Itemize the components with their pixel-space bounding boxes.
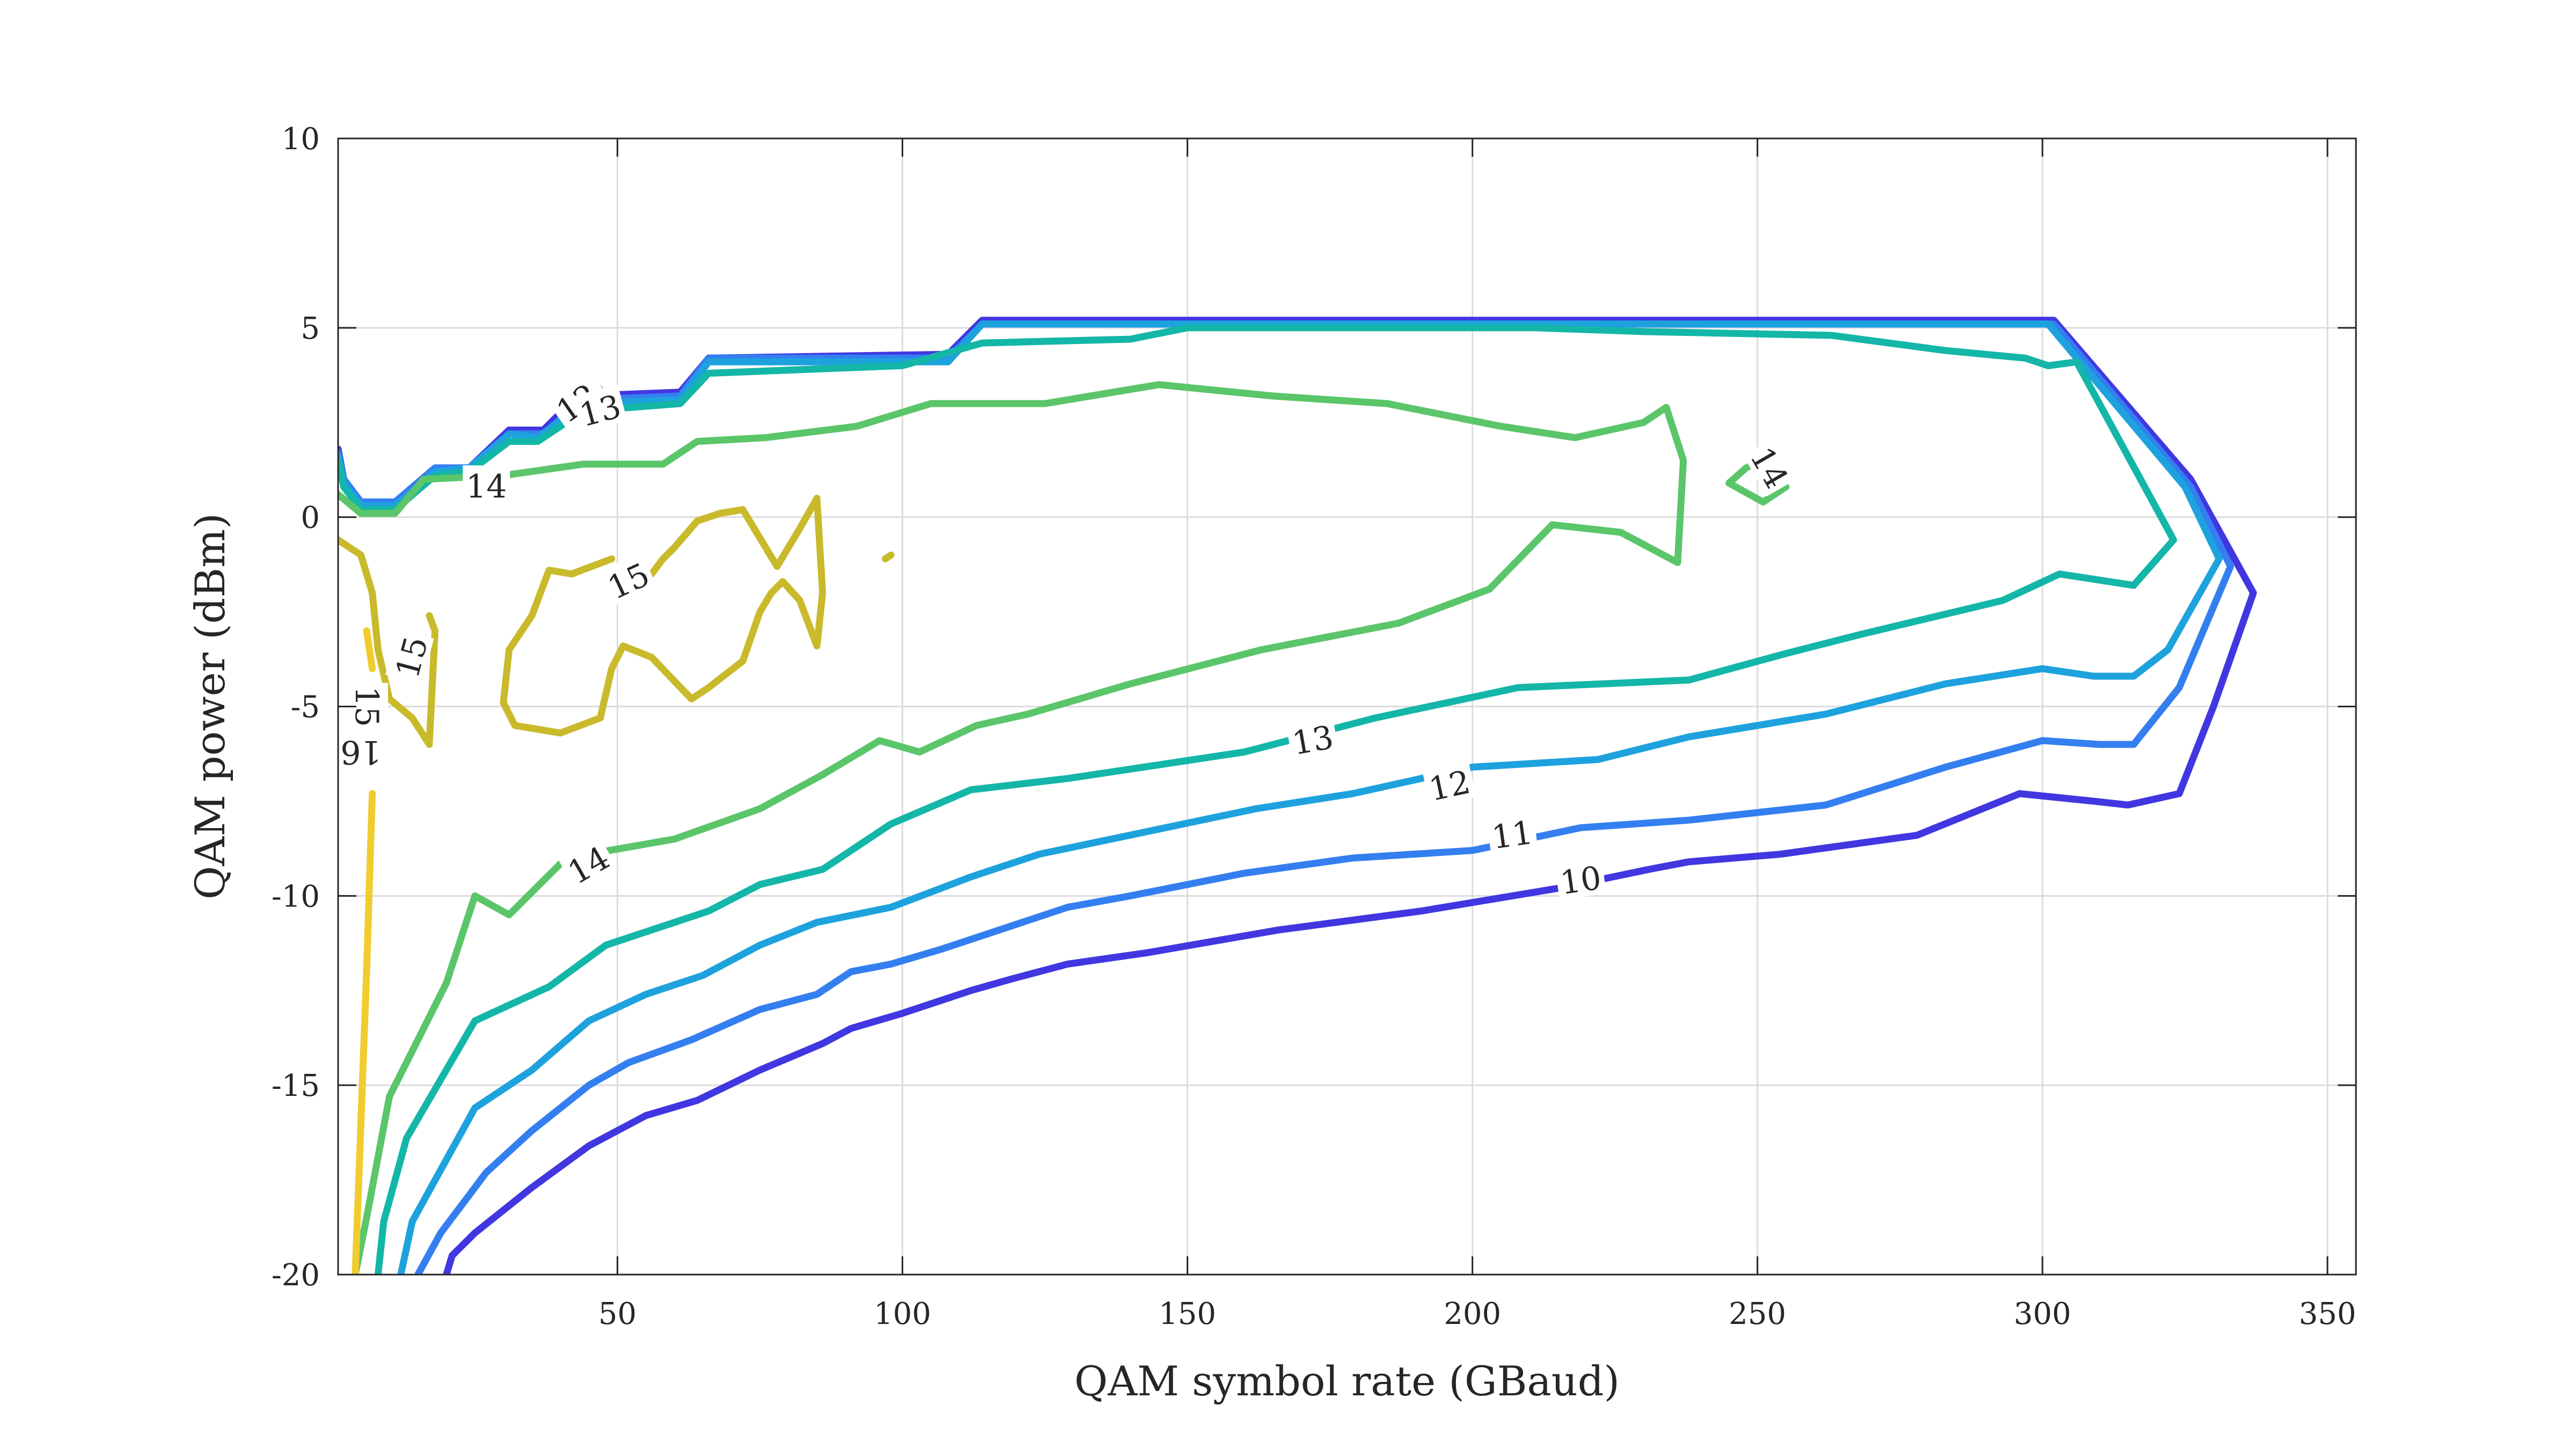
x-tick-label: 300 <box>2014 1297 2071 1331</box>
contour-label-background <box>598 552 657 606</box>
x-tick-label: 50 <box>598 1297 636 1331</box>
contour-label-text: 16 <box>340 733 381 771</box>
contour-label-14: 14 <box>463 465 510 506</box>
contour-label-text: 10 <box>1558 859 1604 902</box>
contour-line-level-16 <box>363 627 376 672</box>
contour-label-background <box>385 628 434 685</box>
x-axis-label: QAM symbol rate (GBaud) <box>1074 1357 1620 1405</box>
contour-label-background <box>337 736 385 774</box>
x-tick-label: 250 <box>1729 1297 1786 1331</box>
y-tick-label: -10 <box>272 879 320 914</box>
contour-label-background <box>1554 856 1607 900</box>
contour-label-13: 13 <box>1286 715 1339 763</box>
contour-label-background <box>1286 715 1339 761</box>
contour-label-background <box>1485 810 1538 855</box>
contour-label-background <box>572 384 627 433</box>
contour-label-text: 12 <box>1426 764 1474 809</box>
contour-labels: 101112131414151515161312111014 <box>337 368 1799 902</box>
x-tick-label: 350 <box>2299 1297 2356 1331</box>
x-tick-label: 100 <box>874 1297 931 1331</box>
contour-label-text: 11 <box>1489 814 1535 857</box>
contour-label-background <box>1422 760 1476 807</box>
x-tick-label: 150 <box>1159 1297 1216 1331</box>
y-tick-label: 10 <box>282 122 320 157</box>
y-tick-label: -15 <box>272 1069 320 1103</box>
contour-lines <box>338 317 2257 1275</box>
contour-line-level-15 <box>500 494 826 737</box>
contour-line-level-16 <box>352 790 376 1275</box>
contour-label-text: 14 <box>466 468 507 506</box>
contour-label-background <box>350 683 389 730</box>
contour-label-11: 11 <box>1485 810 1538 857</box>
contour-line-level-12 <box>338 320 2223 1275</box>
y-axis-label: QAM power (dBm) <box>186 513 234 899</box>
x-tick-label: 200 <box>1444 1297 1501 1331</box>
contour-label-background <box>1743 436 1799 497</box>
contour-line-level-14 <box>338 381 1687 1275</box>
axis-ticks: 50 100 150 200 250 300 350 -20 -15 -10 -5 0 5 10 <box>272 122 2357 1331</box>
contour-label-background <box>558 835 618 891</box>
contour-label-12: 12 <box>1422 760 1476 809</box>
contour-label-16: 16 <box>337 733 385 774</box>
contour-label-10: 10 <box>1554 856 1607 902</box>
contour-label-text: 13 <box>1290 719 1336 763</box>
y-tick-label: 5 <box>301 311 320 346</box>
contour-line-level-13 <box>338 324 2177 1275</box>
y-tick-label: -20 <box>272 1258 320 1293</box>
contour-line-level-15 <box>338 536 439 748</box>
contour-line-level-15 <box>882 551 895 562</box>
y-tick-label: 0 <box>301 501 320 536</box>
contour-label-background <box>463 465 510 503</box>
y-tick-label: -5 <box>290 690 320 725</box>
